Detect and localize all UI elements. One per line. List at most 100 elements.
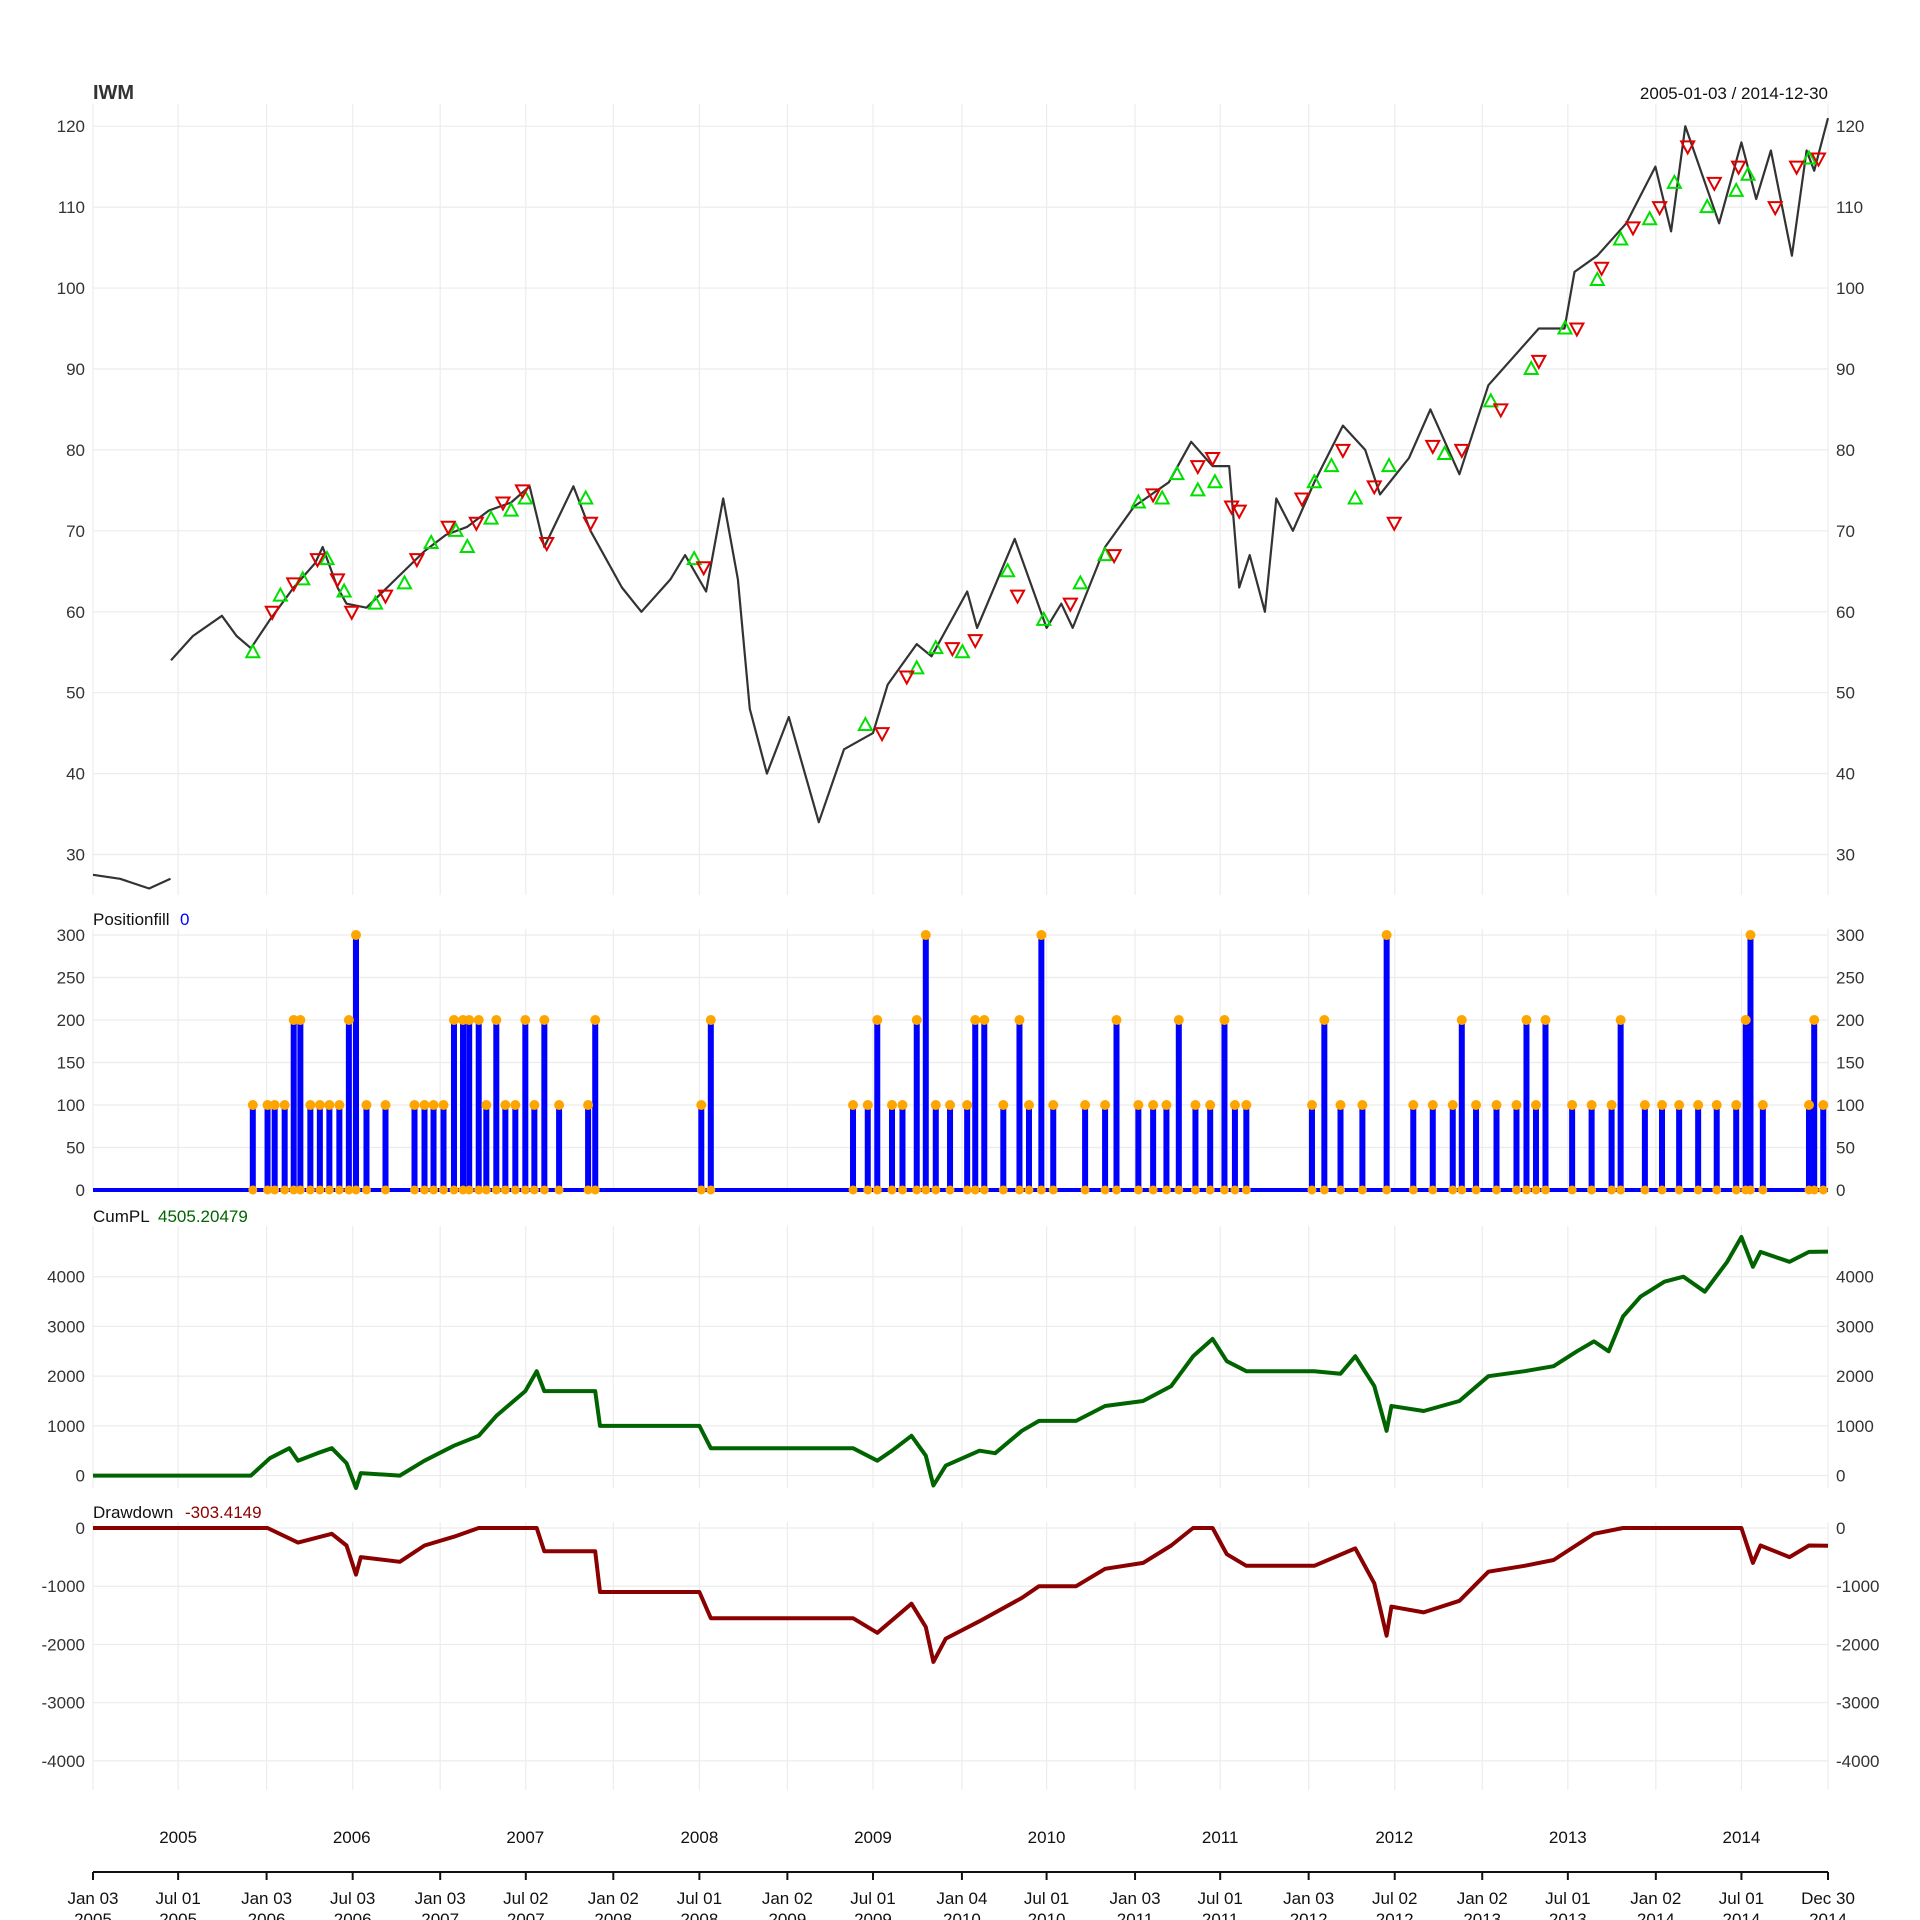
positionfill-marker <box>428 1100 439 1110</box>
positionfill-zero-marker <box>1048 1185 1058 1195</box>
positionfill-zero-marker <box>1382 1185 1392 1195</box>
sell-signal-marker <box>1706 176 1723 192</box>
positionfill-zero-marker <box>1818 1185 1828 1195</box>
buy-signal-marker <box>318 550 336 566</box>
positionfill-zero-marker <box>439 1185 449 1195</box>
positionfill-marker <box>1148 1100 1159 1110</box>
sell-signal-marker <box>343 605 360 621</box>
positionfill-bar <box>421 1105 428 1190</box>
price-y-tick-label-left: 40 <box>66 765 85 784</box>
positionfill-zero-marker <box>1674 1185 1684 1195</box>
time-axis-year-sublabel: 2011 <box>1117 1910 1154 1920</box>
positionfill-bar <box>947 1105 954 1190</box>
positionfill-bar <box>1759 1105 1766 1190</box>
positionfill-marker <box>1674 1100 1685 1110</box>
year-label: 2007 <box>506 1828 544 1847</box>
positionfill-marker <box>1161 1100 1172 1110</box>
positionfill-zero-marker <box>510 1185 520 1195</box>
positionfill-bar <box>1742 1020 1749 1190</box>
sell-signal-marker <box>264 605 281 621</box>
positionfill-bar <box>1493 1105 1500 1190</box>
positionfill-zero-marker <box>1731 1185 1741 1195</box>
positionfill-zero-marker <box>1607 1185 1617 1195</box>
positionfill-bar <box>531 1105 538 1190</box>
positionfill-bar <box>1113 1020 1120 1190</box>
positionfill-zero-marker <box>1712 1185 1722 1195</box>
buy-signal-marker <box>1699 198 1716 214</box>
buy-signal-marker <box>459 537 476 554</box>
positionfill-marker <box>510 1100 521 1110</box>
positionfill-marker <box>930 1100 941 1110</box>
positionfill-bar <box>1135 1105 1142 1190</box>
positionfill-zero-marker <box>554 1185 564 1195</box>
time-axis-date-label: Jul 01 <box>677 1889 722 1908</box>
time-axis-date-label: Jan 03 <box>241 1889 292 1908</box>
positionfill-zero-marker <box>1567 1185 1577 1195</box>
price-y-tick-label-left: 100 <box>57 279 85 298</box>
sell-signal-marker <box>1334 443 1352 459</box>
buy-signal-marker <box>927 639 944 655</box>
positionfill-bar <box>1337 1105 1344 1190</box>
positionfill-marker <box>1693 1100 1704 1110</box>
price-y-tick-label-left: 30 <box>66 846 85 865</box>
positionfill-marker <box>583 1100 594 1110</box>
year-label: 2005 <box>159 1828 197 1847</box>
buy-signal-marker <box>1556 319 1574 335</box>
positionfill-bar <box>981 1020 988 1190</box>
time-axis-date-label: Jan 03 <box>1283 1889 1334 1908</box>
year-label: 2006 <box>333 1828 371 1847</box>
sell-signal-marker <box>1767 201 1784 217</box>
positionfill-marker <box>696 1100 707 1110</box>
positionfill-zero-marker <box>1657 1185 1667 1195</box>
sell-signal-marker <box>538 536 555 553</box>
time-axis-year-sublabel: 2013 <box>1549 1910 1587 1920</box>
positionfill-bar <box>450 1020 457 1190</box>
positionfill-marker <box>1809 1015 1820 1025</box>
positionfill-zero-marker <box>887 1185 897 1195</box>
positionfill-marker <box>1205 1100 1216 1110</box>
positionfill-bar <box>1207 1105 1214 1190</box>
positionfill-zero-marker <box>897 1185 907 1195</box>
positionfill-bar <box>1192 1105 1199 1190</box>
positionfill-marker <box>979 1015 990 1025</box>
positionfill-bar <box>1676 1105 1683 1190</box>
sell-signal-marker <box>1651 201 1668 217</box>
positionfill-bar <box>1383 935 1390 1190</box>
positionfill-marker <box>1111 1015 1122 1025</box>
cumpl-y-tick-label-left: 4000 <box>47 1268 85 1287</box>
positionfill-bar <box>290 1020 297 1190</box>
positionfill-bar <box>1082 1105 1089 1190</box>
position-y-tick-label-left: 50 <box>66 1139 85 1158</box>
positionfill-marker <box>1803 1100 1814 1110</box>
position-y-tick-label-right: 100 <box>1836 1096 1864 1115</box>
drawdown-y-tick-label-right: -4000 <box>1836 1752 1879 1771</box>
sell-signal-marker <box>494 496 512 512</box>
positionfill-marker <box>1219 1015 1230 1025</box>
positionfill-zero-marker <box>1457 1185 1467 1195</box>
position-y-tick-label-left: 150 <box>57 1054 85 1073</box>
positionfill-bar <box>281 1105 288 1190</box>
buy-signal-marker <box>1523 359 1540 375</box>
time-axis-year-sublabel: 2009 <box>768 1910 806 1920</box>
positionfill-bar <box>1458 1020 1465 1190</box>
positionfill-marker <box>1456 1015 1467 1025</box>
time-axis-date-label: Jan 03 <box>415 1889 466 1908</box>
positionfill-marker <box>1319 1015 1330 1025</box>
cumpl-y-tick-label-left: 3000 <box>47 1317 85 1336</box>
positionfill-marker <box>897 1100 908 1110</box>
positionfill-zero-marker <box>1111 1185 1121 1195</box>
positionfill-bar <box>475 1020 482 1190</box>
positionfill-zero-marker <box>1448 1185 1458 1195</box>
price-series-line <box>92 873 171 890</box>
year-label: 2012 <box>1375 1828 1413 1847</box>
positionfill-zero-marker <box>449 1185 459 1195</box>
position-y-tick-label-right: 50 <box>1836 1139 1855 1158</box>
positionfill-marker <box>945 1100 956 1110</box>
positionfill-bar <box>1038 935 1045 1190</box>
sell-signal-marker <box>1568 322 1586 338</box>
drawdown-last-value: -303.4149 <box>185 1503 262 1522</box>
positionfill-marker <box>1745 930 1756 940</box>
positionfill-marker <box>1080 1100 1091 1110</box>
price-y-tick-label-left: 50 <box>66 684 85 703</box>
price-y-tick-label-left: 110 <box>58 198 85 217</box>
